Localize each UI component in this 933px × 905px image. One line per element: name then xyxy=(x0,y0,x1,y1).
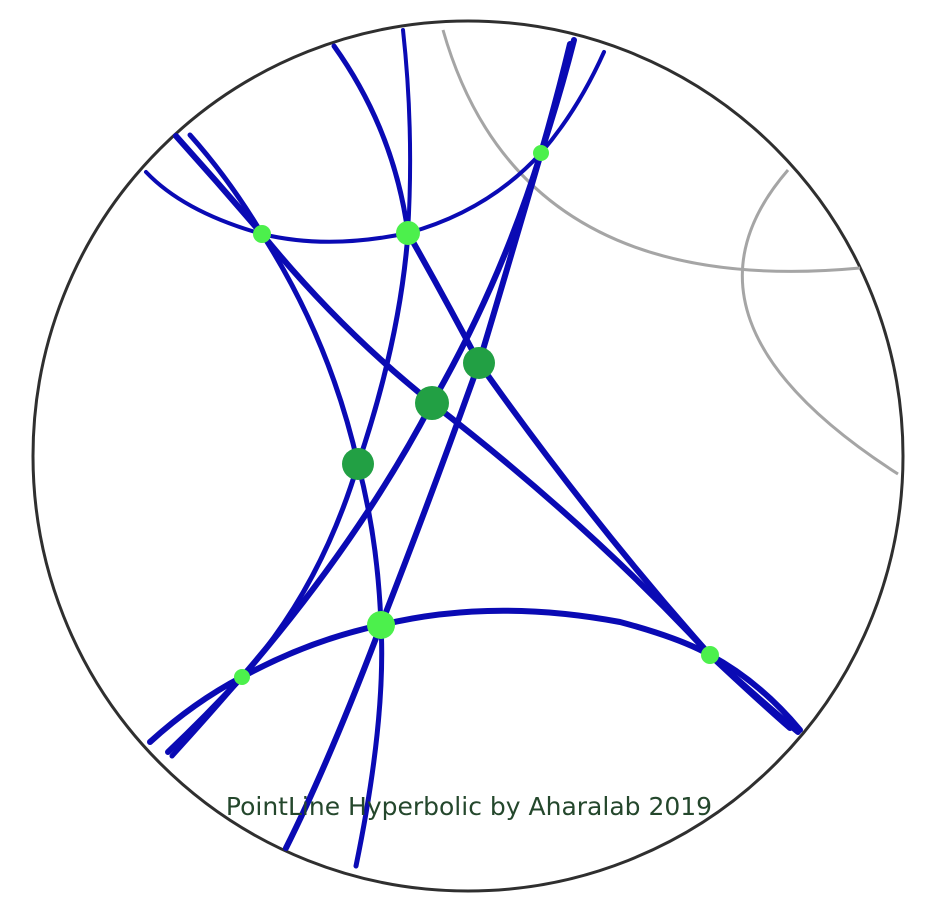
vertex-bottom-mid xyxy=(367,611,395,639)
intersection-point-upper xyxy=(463,347,495,379)
geodesic-top-mid-to-right xyxy=(405,230,793,731)
intersection-point-center xyxy=(415,386,449,420)
disk-boundary xyxy=(31,19,905,893)
geodesic-left-down xyxy=(187,132,385,869)
intersection-point-left xyxy=(342,448,374,480)
aux-arc-outer xyxy=(441,29,861,273)
vertex-top-mid xyxy=(396,221,420,245)
diagram-caption: PointLine Hyperbolic by Aharalab 2019 xyxy=(226,792,712,821)
vertex-bottom-left xyxy=(234,669,250,685)
geodesic-top-upper xyxy=(401,28,413,235)
geodesic-top-arc xyxy=(144,50,606,244)
vertex-left xyxy=(253,225,271,243)
aux-arc-inner xyxy=(740,169,899,476)
geodesic-top-right-to-bottom-left xyxy=(165,41,573,755)
vertex-top-right xyxy=(533,145,549,161)
vertex-right xyxy=(701,646,719,664)
